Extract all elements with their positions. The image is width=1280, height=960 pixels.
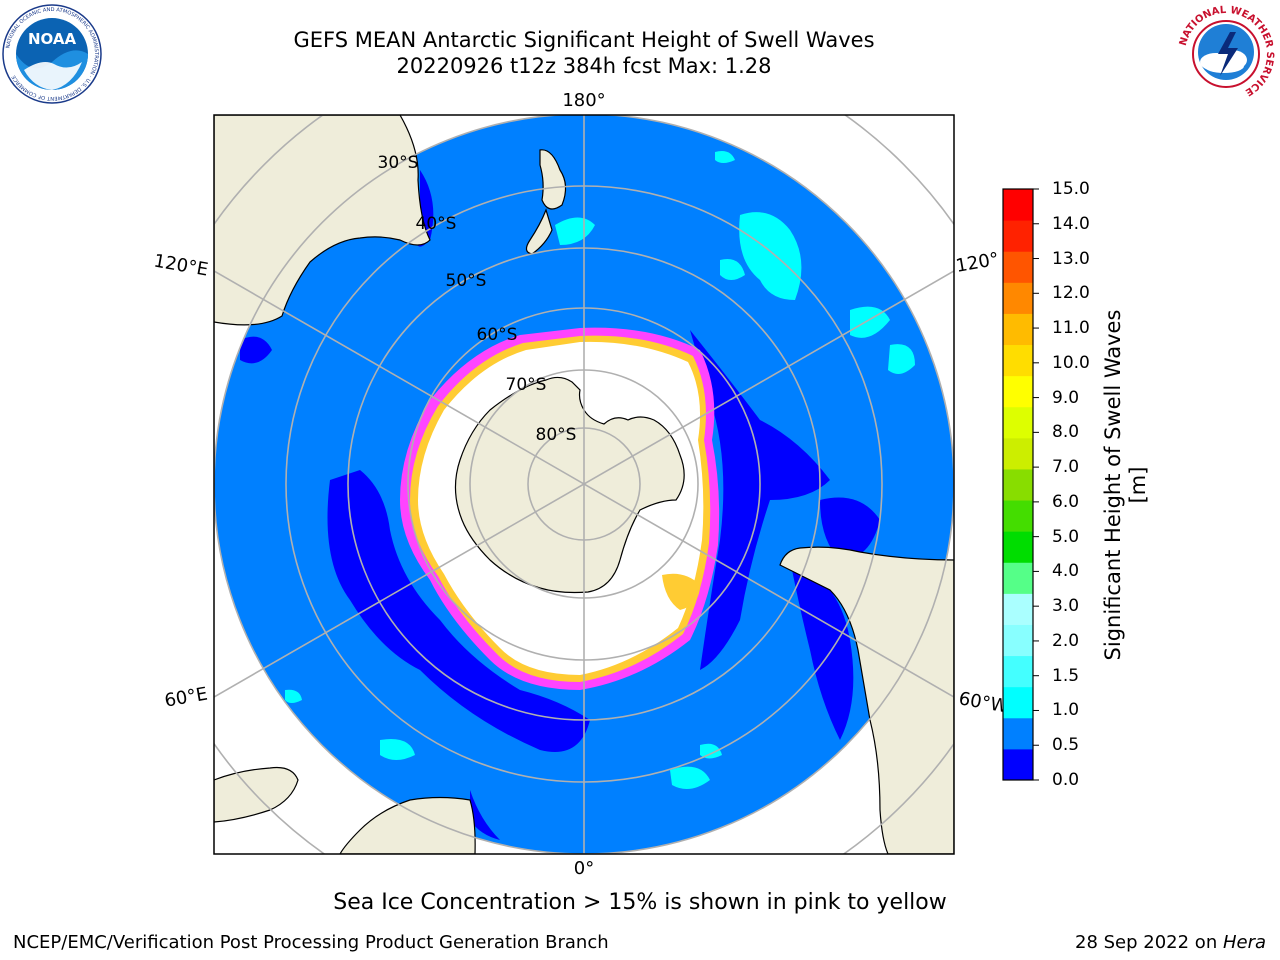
colorbar-segment bbox=[1003, 282, 1033, 314]
higher-swell-areas bbox=[285, 151, 915, 789]
colorbar-segment bbox=[1003, 344, 1033, 377]
lon-label-120e: 120°E bbox=[152, 250, 210, 280]
map-border bbox=[213, 114, 955, 855]
colorbar-segment bbox=[1003, 686, 1033, 719]
colorbar-border bbox=[1002, 188, 1034, 781]
colorbar-segment bbox=[1003, 717, 1033, 750]
lon-label-120w: 120° bbox=[954, 249, 1000, 277]
colorbar-tick-label: 9.0 bbox=[1052, 387, 1080, 408]
colorbar-segment bbox=[1003, 500, 1033, 532]
new-zealand bbox=[539, 149, 567, 210]
footer-date-text: 28 Sep 2022 on bbox=[1075, 932, 1223, 953]
colorbar-segment bbox=[1003, 189, 1033, 221]
colorbar-segment bbox=[1003, 655, 1033, 688]
new-zealand-south bbox=[525, 208, 553, 255]
graticule bbox=[214, 115, 954, 854]
lat-label-60s: 60°S bbox=[477, 325, 518, 345]
footer-date: 28 Sep 2022 on Hera bbox=[1075, 932, 1266, 953]
chart-subtitle: 20220926 t12z 384h fcst Max: 1.28 bbox=[396, 54, 772, 78]
chart-title: GEFS MEAN Antarctic Significant Height o… bbox=[293, 28, 875, 52]
colorbar-segment bbox=[1003, 593, 1033, 625]
lon-label-0: 0° bbox=[574, 858, 594, 879]
south-america bbox=[779, 546, 954, 854]
colorbar bbox=[1003, 189, 1033, 781]
lat-label-80s: 80°S bbox=[536, 425, 577, 445]
national-weather-service-logo-icon: NATIONAL WEATHER SERVICE bbox=[1177, 5, 1275, 103]
australia bbox=[214, 115, 431, 326]
colorbar-segment bbox=[1003, 251, 1033, 283]
colorbar-tick-label: 7.0 bbox=[1052, 457, 1080, 478]
lon-label-60w: 60°W bbox=[957, 688, 1010, 717]
colorbar-tick-label: 15.0 bbox=[1052, 179, 1090, 199]
lat-label-70s: 70°S bbox=[506, 375, 547, 395]
noaa-logo-icon: NOAA NATIONAL OCEANIC AND ATMOSPHERIC AD… bbox=[2, 4, 102, 104]
colorbar-tick-label: 5.0 bbox=[1052, 526, 1080, 547]
noaa-logo-text: NOAA bbox=[28, 30, 77, 48]
colorbar-tick-marks bbox=[1033, 188, 1039, 781]
lat-label-50s: 50°S bbox=[446, 271, 487, 291]
colorbar-segment bbox=[1003, 313, 1033, 346]
colorbar-tick-label: 11.0 bbox=[1052, 318, 1090, 339]
colorbar-segment bbox=[1003, 406, 1033, 439]
colorbar-segment bbox=[1003, 748, 1033, 781]
lon-label-60e: 60°E bbox=[163, 683, 209, 711]
footer-host: Hera bbox=[1222, 932, 1266, 953]
colorbar-tick-label: 3.0 bbox=[1052, 596, 1080, 617]
colorbar-tick-label: 14.0 bbox=[1052, 213, 1090, 234]
colorbar-tick-label: 0.0 bbox=[1052, 770, 1080, 790]
colorbar-segment bbox=[1003, 375, 1033, 408]
antarctica bbox=[454, 376, 685, 594]
colorbar-tick-label: 6.0 bbox=[1052, 491, 1080, 512]
colorbar-tick-label: 12.0 bbox=[1052, 283, 1090, 304]
lat-label-30s: 30°S bbox=[378, 153, 419, 173]
colorbar-tick-label: 10.0 bbox=[1052, 352, 1090, 373]
colorbar-segment bbox=[1003, 624, 1033, 657]
colorbar-tick-label: 2.0 bbox=[1052, 630, 1080, 651]
colorbar-segment bbox=[1003, 531, 1033, 563]
sea-ice-caption: Sea Ice Concentration > 15% is shown in … bbox=[333, 890, 947, 915]
africa bbox=[339, 796, 476, 854]
colorbar-tick-label: 1.5 bbox=[1052, 665, 1080, 686]
colorbar-segment bbox=[1003, 437, 1033, 470]
colorbar-segment bbox=[1003, 468, 1033, 501]
colorbar-title: Significant Height of Swell Waves [m] bbox=[1101, 309, 1150, 661]
colorbar-tick-label: 13.0 bbox=[1052, 248, 1090, 269]
colorbar-segment bbox=[1003, 562, 1033, 594]
colorbar-tick-label: 1.0 bbox=[1052, 700, 1080, 721]
footer-credit: NCEP/EMC/Verification Post Processing Pr… bbox=[13, 932, 609, 953]
colorbar-tick-label: 0.5 bbox=[1052, 735, 1080, 756]
colorbar-segment bbox=[1003, 220, 1033, 252]
lon-label-180: 180° bbox=[562, 90, 605, 111]
colorbar-tick-label: 8.0 bbox=[1052, 422, 1080, 443]
colorbar-tick-label: 4.0 bbox=[1052, 561, 1080, 582]
lat-label-40s: 40°S bbox=[416, 214, 457, 234]
